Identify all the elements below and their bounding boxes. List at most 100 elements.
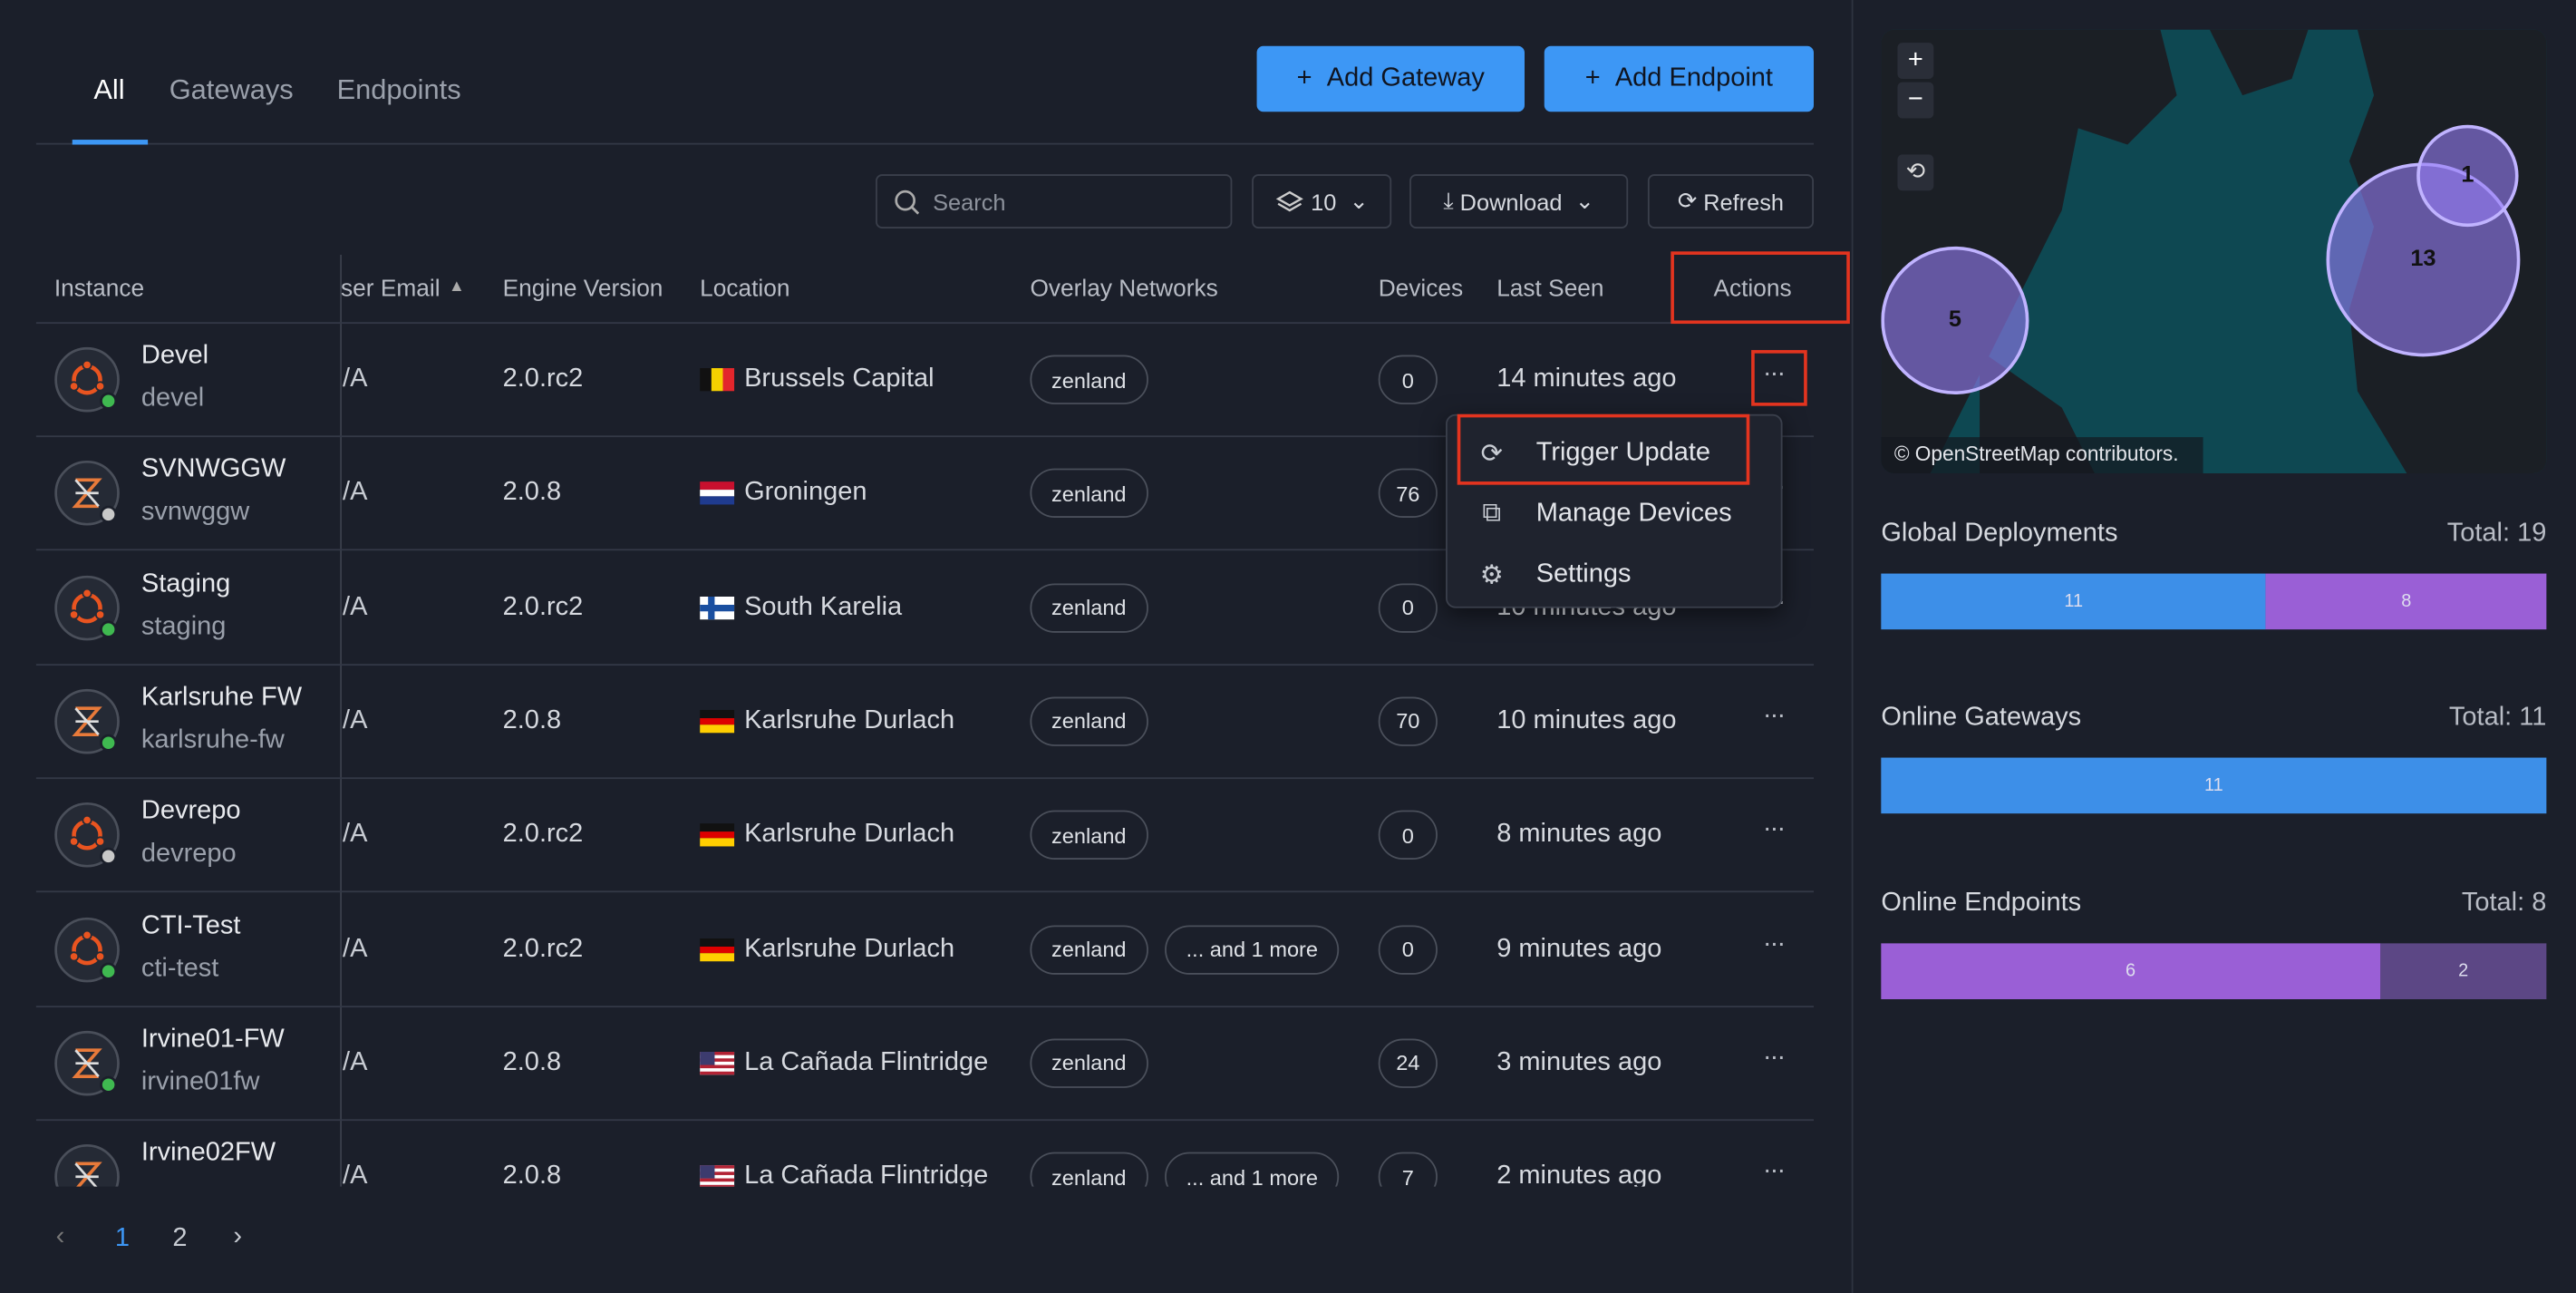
divider xyxy=(1851,0,1854,1293)
stat-title: Online Endpoints xyxy=(1881,889,2082,918)
attribution-bg xyxy=(1881,437,2203,473)
flag xyxy=(700,481,735,505)
instance-id: devel xyxy=(140,384,205,413)
label: Refresh xyxy=(1703,188,1785,215)
prev-page[interactable]: ‹ xyxy=(55,1222,65,1251)
refresh-button[interactable]: ⟳ Refresh xyxy=(1647,174,1814,228)
instance-name: Staging xyxy=(140,569,231,598)
instance-name: Devel xyxy=(140,342,209,370)
location: Karlsruhe Durlach xyxy=(744,934,955,963)
row-actions[interactable]: ··· xyxy=(1762,1157,1786,1185)
stat-title: Global Deployments xyxy=(1881,519,2118,548)
table-row: Irvine02FW N/A 2.0.8 La Cañada Flintridge ze… xyxy=(0,1121,1824,1187)
last-seen: 2 minutes ago xyxy=(1496,1162,1662,1187)
network-chip: zenland xyxy=(1030,582,1148,633)
engine-version: 2.0.rc2 xyxy=(502,934,584,963)
flag xyxy=(700,1051,735,1075)
email-clip: N/A xyxy=(342,475,473,511)
ubuntu-dot xyxy=(82,928,92,940)
menu-item[interactable]: ⚙ Settings xyxy=(1448,548,1781,604)
cluster-count: 1 xyxy=(2461,162,2474,188)
row-actions[interactable]: ··· xyxy=(1762,359,1786,388)
menu-item[interactable]: ⟳ Trigger Update xyxy=(1448,425,1781,481)
last-seen: 8 minutes ago xyxy=(1496,820,1662,849)
ubuntu-dot xyxy=(82,815,92,826)
add-gateway-button[interactable]: + Add Gateway xyxy=(1256,45,1525,112)
tab[interactable]: Endpoints xyxy=(336,73,461,105)
row-actions[interactable]: ··· xyxy=(1762,928,1786,958)
table-row: SVNWGGW svnwggw N/A 2.0.8 Groningen zenland 76… xyxy=(0,438,1824,551)
instance-name: Irvine01-FW xyxy=(140,1025,285,1054)
reset-view[interactable] xyxy=(1897,154,1934,191)
column-header: Location xyxy=(700,276,790,303)
add-endpoint-button[interactable]: + Add Endpoint xyxy=(1544,45,1814,112)
flag xyxy=(700,1165,735,1187)
gateway-glyph xyxy=(74,479,100,508)
column-header: Devices xyxy=(1378,276,1464,303)
table-row: Devel devel N/A 2.0.rc2 Brussels Capital zenl… xyxy=(0,324,1824,438)
tab-underline xyxy=(72,140,149,145)
page-number[interactable]: 2 xyxy=(172,1224,188,1253)
engine-version: 2.0.8 xyxy=(502,1162,562,1187)
menu-item[interactable]: ⧉ Manage Devices xyxy=(1448,487,1781,543)
network-chip: zenland xyxy=(1030,696,1148,746)
last-seen: 9 minutes ago xyxy=(1496,934,1662,963)
engine-version: 2.0.8 xyxy=(502,1048,562,1076)
ubuntu-dot xyxy=(94,836,106,847)
label: Add Gateway xyxy=(1326,63,1485,92)
ubuntu-dot xyxy=(82,587,92,598)
email: N/A xyxy=(342,934,368,963)
engine-version: 2.0.rc2 xyxy=(502,365,584,394)
highlight-box xyxy=(1457,413,1750,485)
tab[interactable]: Gateways xyxy=(169,73,294,105)
download-button[interactable]: ⤓ Download ⌄ xyxy=(1409,174,1629,228)
gateway-glyph xyxy=(74,1162,99,1187)
instance-name: SVNWGGW xyxy=(140,455,286,484)
layers-icon xyxy=(1275,190,1303,211)
highlight-box xyxy=(1751,350,1807,406)
stat-total: Total: 11 xyxy=(2448,703,2547,732)
column-header: Overlay Networks xyxy=(1030,276,1218,303)
status-dot xyxy=(100,848,118,866)
last-seen: 10 minutes ago xyxy=(1496,706,1677,734)
email-clip: N/A xyxy=(342,931,473,967)
row-rule xyxy=(35,777,1814,779)
row-actions[interactable]: ··· xyxy=(1762,1043,1786,1072)
stat-bar: 2 xyxy=(2379,943,2547,999)
page-number[interactable]: 1 xyxy=(114,1224,131,1253)
network-chip: zenland xyxy=(1030,1152,1148,1187)
tab[interactable]: All xyxy=(93,73,125,105)
email: N/A xyxy=(342,365,368,394)
row-actions[interactable]: ··· xyxy=(1762,701,1786,730)
flag xyxy=(700,938,735,961)
location: South Karelia xyxy=(744,592,903,621)
zoom-in[interactable] xyxy=(1897,43,1934,79)
bar-label: 11 xyxy=(2064,591,2084,612)
ubuntu-dot xyxy=(68,950,80,961)
search-input[interactable]: Search xyxy=(876,174,1233,228)
status-dot xyxy=(100,734,118,752)
devices-chip: 24 xyxy=(1378,1038,1438,1088)
menu-icon: ⟳ xyxy=(1480,440,1503,469)
row-rule xyxy=(35,435,1814,438)
table-row: Devrepo devrepo N/A 2.0.rc2 Karlsruhe Durlac… xyxy=(0,779,1824,893)
engine-version: 2.0.8 xyxy=(502,706,562,734)
instance-name: Irvine02FW xyxy=(140,1139,276,1168)
next-page[interactable]: › xyxy=(233,1222,243,1251)
flag xyxy=(700,596,735,619)
page-size-select[interactable]: 10 ⌄ xyxy=(1252,174,1392,228)
ubuntu-dot xyxy=(68,608,80,619)
email: N/A xyxy=(342,706,368,734)
zoom-out[interactable] xyxy=(1897,82,1934,119)
os-icon xyxy=(54,461,120,527)
instance-id: irvine01fw xyxy=(140,1067,260,1096)
value: 10 xyxy=(1311,188,1337,215)
email-clip: N/A xyxy=(342,704,473,740)
stat-total: Total: 8 xyxy=(2461,889,2547,918)
column-header: Engine Version xyxy=(502,276,663,303)
frozen-divider xyxy=(340,254,342,1187)
devices-chip: 0 xyxy=(1378,810,1438,860)
row-actions[interactable]: ··· xyxy=(1762,815,1786,844)
email: N/A xyxy=(342,1162,368,1187)
email-clip: N/A xyxy=(342,589,473,626)
